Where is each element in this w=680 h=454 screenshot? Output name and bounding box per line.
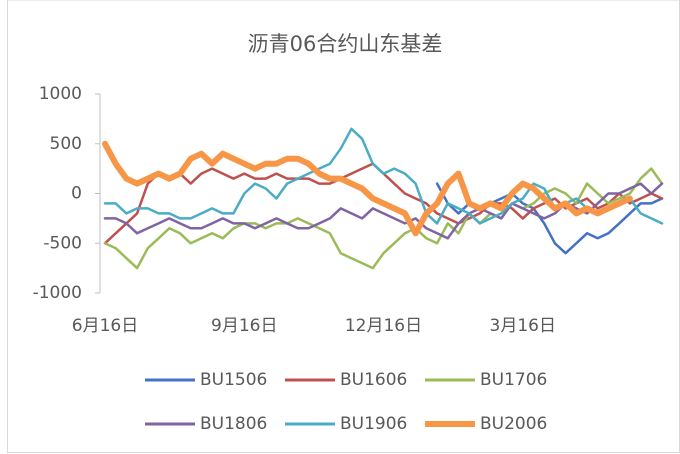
legend-label: BU2006 (480, 414, 547, 434)
y-tick-label: 0 (71, 184, 82, 204)
x-tick-label: 6月16日 (72, 316, 138, 336)
series-line (103, 127, 664, 225)
chart-title: 沥青06合约山东基差 (248, 32, 443, 56)
x-tick-label: 9月16日 (211, 316, 277, 336)
chart-frame (7, 0, 680, 453)
series-line (103, 167, 664, 270)
legend-label: BU1906 (340, 414, 407, 434)
y-tick-label: -1000 (33, 283, 82, 303)
series-line (102, 140, 633, 237)
y-tick-label: 500 (50, 134, 82, 154)
legend-label: BU1806 (200, 414, 267, 434)
legend-label: BU1506 (200, 370, 267, 390)
x-tick-label: 3月16日 (490, 316, 556, 336)
x-tick-label: 12月16日 (345, 316, 422, 336)
y-tick-label: 1000 (39, 84, 82, 104)
y-tick-label: -500 (43, 233, 82, 253)
legend-label: BU1706 (480, 370, 547, 390)
legend-label: BU1606 (340, 370, 407, 390)
